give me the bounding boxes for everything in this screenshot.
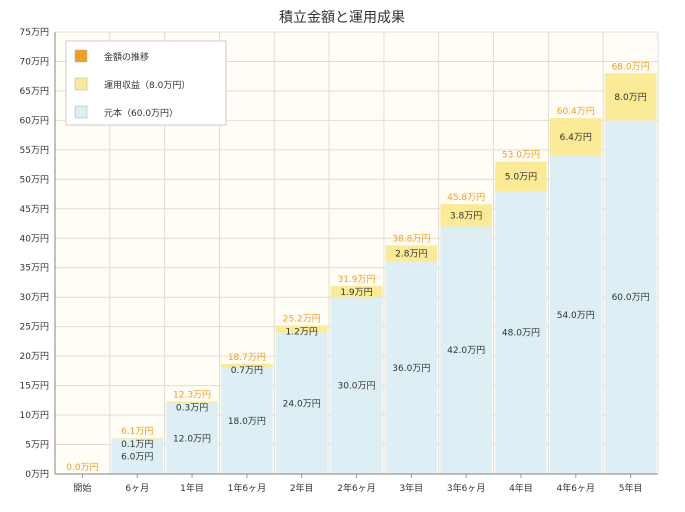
gain-label: 2.8万円 — [395, 249, 427, 260]
x-tick-label: 1年6ヶ月 — [228, 482, 266, 494]
bar-gain — [495, 161, 547, 192]
y-tick-label: 25万円 — [20, 322, 49, 333]
bar-principal — [111, 438, 163, 474]
bar-gain — [275, 325, 328, 333]
gain-label: 5.0万円 — [505, 171, 537, 182]
bar-gain — [440, 204, 492, 227]
bar-gain — [385, 245, 438, 262]
y-tick-label: 60万円 — [20, 115, 49, 126]
bar-gain — [550, 118, 602, 156]
bar-gain — [111, 438, 163, 439]
total-label: 53.0万円 — [502, 150, 540, 161]
y-tick-label: 5万円 — [25, 440, 49, 451]
y-tick-label: 55万円 — [20, 145, 49, 156]
x-tick-label: 3年目 — [399, 482, 423, 494]
principal-label: 24.0万円 — [283, 398, 321, 409]
bar-gain — [604, 73, 657, 121]
bars — [111, 73, 657, 475]
total-label: 0.0万円 — [66, 462, 98, 473]
y-tick-label: 20万円 — [20, 351, 49, 362]
total-label: 60.4万円 — [557, 106, 595, 117]
x-tick-label: 4年目 — [509, 482, 533, 494]
gain-label: 6.4万円 — [560, 132, 592, 143]
y-tick-label: 45万円 — [20, 204, 49, 215]
gain-label: 8.0万円 — [614, 92, 646, 103]
total-label: 12.3万円 — [173, 390, 211, 401]
total-label: 31.9万円 — [337, 274, 375, 285]
bar-gain — [221, 363, 273, 368]
gain-label: 0.7万円 — [231, 365, 263, 376]
bar-principal — [604, 120, 657, 475]
principal-label: 48.0万円 — [502, 328, 540, 339]
chart-title: 積立金額と運用成果 — [279, 10, 405, 26]
y-tick-label: 40万円 — [20, 233, 49, 244]
principal-label: 30.0万円 — [337, 381, 375, 392]
x-tick-label: 4年6ヶ月 — [557, 482, 595, 494]
bar-gain — [330, 286, 383, 298]
bar-principal — [385, 261, 438, 474]
principal-label: 36.0万円 — [392, 363, 430, 374]
bar-principal — [495, 191, 547, 474]
gain-label: 3.8万円 — [450, 210, 482, 221]
legend-swatch-gain — [74, 77, 88, 91]
bar-principal — [440, 226, 492, 474]
axes: 0万円 5万円 10万円 15万円 20万円 25万円 30万円 35万円 40万円 45万円 50… — [20, 27, 659, 494]
y-tick-label: 35万円 — [20, 263, 49, 274]
y-tick-label: 75万円 — [20, 27, 49, 38]
total-label: 18.7万円 — [228, 352, 266, 363]
bar-gain — [166, 401, 218, 404]
legend-swatch-trend — [74, 49, 88, 63]
x-tick-label: 2年6ヶ月 — [337, 482, 375, 494]
legend-label-trend: 金額の推移 — [104, 51, 149, 63]
principal-label: 6.0万円 — [121, 451, 153, 462]
y-tick-label: 70万円 — [20, 56, 49, 67]
principal-label: 12.0万円 — [173, 434, 211, 445]
legend-label-principal: 元本（60.0万円） — [104, 107, 178, 119]
total-label: 25.2万円 — [283, 313, 321, 324]
y-tick-label: 30万円 — [20, 292, 49, 303]
y-tick-label: 50万円 — [20, 174, 49, 185]
bar-principal — [275, 332, 328, 474]
principal-label: 54.0万円 — [557, 310, 595, 321]
x-tick-label: 開始 — [73, 482, 91, 494]
x-tick-label: 1年目 — [180, 482, 204, 494]
principal-label: 18.0万円 — [228, 416, 266, 427]
total-label: 6.1万円 — [121, 426, 153, 437]
y-tick-label: 10万円 — [20, 410, 49, 421]
bar-principal — [550, 155, 602, 474]
gain-label: 0.3万円 — [176, 403, 208, 414]
principal-label: 42.0万円 — [447, 345, 485, 356]
y-tick-label: 15万円 — [20, 381, 49, 392]
principal-label: 60.0万円 — [612, 292, 650, 303]
legend-swatch-principal — [74, 105, 88, 119]
total-label: 38.8万円 — [392, 233, 430, 244]
x-tick-label: 2年目 — [290, 482, 314, 494]
legend-label-gain: 運用収益（8.0万円） — [104, 79, 190, 91]
gain-label: 1.9万円 — [340, 287, 372, 298]
gain-label: 0.1万円 — [121, 439, 153, 450]
legend-box — [65, 40, 227, 126]
bar-principal — [166, 403, 218, 474]
total-label: 68.0万円 — [612, 61, 650, 72]
total-label: 45.8万円 — [447, 192, 485, 203]
x-tick-label: 5年目 — [619, 482, 643, 494]
y-tick-label: 0万円 — [25, 469, 49, 480]
y-tick-label: 65万円 — [20, 86, 49, 97]
x-tick-label: 6ヶ月 — [125, 483, 149, 494]
bar-principal — [221, 367, 273, 474]
bar-principal — [330, 297, 383, 474]
x-tick-label: 3年6ヶ月 — [447, 482, 485, 494]
gain-label: 1.2万円 — [286, 326, 318, 337]
